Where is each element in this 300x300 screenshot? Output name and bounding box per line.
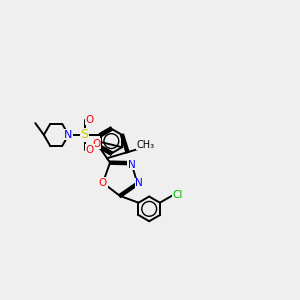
Text: O: O [86,115,94,125]
Text: N: N [135,178,143,188]
Text: O: O [86,145,94,155]
Text: CH₃: CH₃ [136,140,154,150]
Text: O: O [92,139,100,148]
Text: N: N [64,130,73,140]
Text: O: O [99,178,107,188]
Text: Cl: Cl [172,190,182,200]
Text: N: N [128,160,135,170]
Text: N: N [64,130,73,140]
Text: S: S [81,128,88,141]
